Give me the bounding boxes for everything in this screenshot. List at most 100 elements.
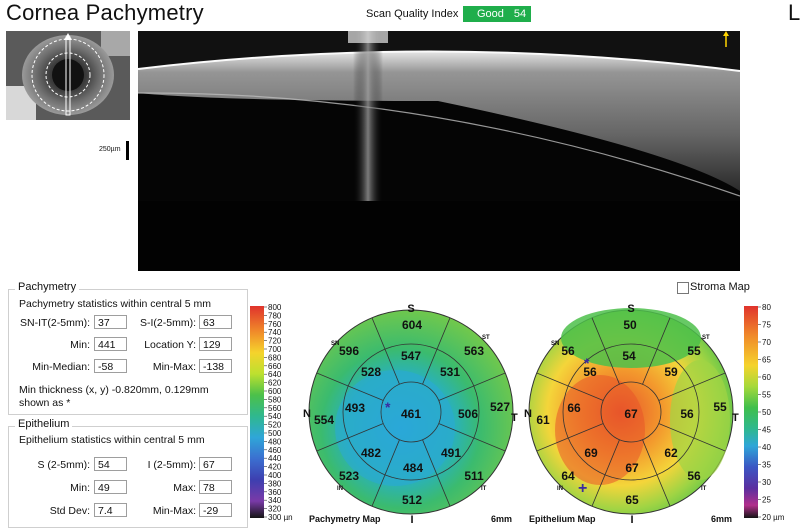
pachy-dir-i: I xyxy=(410,514,413,526)
epi-outer-i: 65 xyxy=(625,493,639,507)
epi-scale-tick-label: 20 µm xyxy=(762,513,785,522)
location-y-field: 129 xyxy=(199,337,232,351)
epi-scale-tick-label: 55 xyxy=(762,391,771,400)
pachy-scale-tick-label: 600 xyxy=(268,387,282,396)
epi-scale-tick-label: 65 xyxy=(762,356,771,365)
pachy-oct-sn: SN xyxy=(331,341,339,347)
epithelium-color-scale xyxy=(744,306,758,518)
epi-min-field: 49 xyxy=(94,480,127,494)
epi-scale-tick-label: 70 xyxy=(762,338,771,347)
epi-i-label: I (2-5mm): xyxy=(147,459,196,471)
epi-center-value: 67 xyxy=(624,407,638,421)
epi-dir-s: S xyxy=(627,303,634,315)
min-thickness-note-2: shown as * xyxy=(19,397,71,409)
pachy-scale-tick-label: 540 xyxy=(268,412,282,421)
epi-min-marker: * xyxy=(584,355,590,371)
epi-outer-t: 55 xyxy=(713,400,727,414)
epi-min-label: Min: xyxy=(70,482,90,494)
epi-inner-n: 66 xyxy=(567,401,581,415)
min-median-label: Min-Median: xyxy=(32,361,90,373)
epi-scale-tick-label: 80 xyxy=(762,303,771,312)
min-thickness-marker: * xyxy=(385,399,391,415)
pachy-scale-tick-label: 700 xyxy=(268,345,282,354)
pachy-scale-tick-label: 680 xyxy=(268,353,282,362)
epi-dir-t: T xyxy=(732,412,739,424)
pachy-map-title: Pachymetry Map xyxy=(309,514,381,524)
min-thickness-note: Min thickness (x, y) -0.820mm, 0.129mm xyxy=(19,384,209,396)
pachy-outer-it: 511 xyxy=(464,469,484,483)
epi-outer-in: 64 xyxy=(561,469,575,483)
scan-quality-status: Good xyxy=(477,8,504,20)
pachy-scale-tick-label: 440 xyxy=(268,454,282,463)
scale-bar-label: 250µm xyxy=(99,146,121,153)
pachy-outer-t: 527 xyxy=(490,400,510,414)
epi-inner-s: 54 xyxy=(622,349,636,363)
epi-std-label: Std Dev: xyxy=(49,505,90,517)
sn-it-label: SN-IT(2-5mm): xyxy=(20,317,90,329)
min-label: Min: xyxy=(70,339,90,351)
epi-oct-sn: SN xyxy=(551,341,559,347)
pachy-scale-tick-label: 360 xyxy=(268,488,282,497)
epi-scale-tick-label: 50 xyxy=(762,408,771,417)
epi-inner-t: 56 xyxy=(680,407,694,421)
pachy-scale-tick-label: 720 xyxy=(268,337,282,346)
s-i-field: 63 xyxy=(199,315,232,329)
oct-b-scan-image xyxy=(138,31,740,271)
pachy-inner-it: 491 xyxy=(441,446,461,460)
pachy-scale-tick-label: 660 xyxy=(268,362,282,371)
min-field: 441 xyxy=(94,337,127,351)
epithelium-legend: Epithelium xyxy=(15,418,73,430)
sn-it-field: 37 xyxy=(94,315,127,329)
pachy-scale-tick-label: 500 xyxy=(268,429,282,438)
pachy-outer-s: 604 xyxy=(402,318,422,332)
epi-outer-s: 50 xyxy=(623,318,637,332)
pachy-map-size: 6mm xyxy=(491,514,512,524)
stroma-map-label[interactable]: Stroma Map xyxy=(690,281,750,293)
pachy-outer-st: 563 xyxy=(464,344,484,358)
epi-inner-st: 59 xyxy=(664,365,678,379)
stroma-map-checkbox[interactable] xyxy=(677,282,689,294)
epi-std-field: 7.4 xyxy=(94,503,127,517)
pachymetry-map[interactable]: * xyxy=(308,309,514,515)
pachy-inner-i: 484 xyxy=(403,461,423,475)
pachy-inner-sn: 528 xyxy=(361,365,381,379)
pachy-outer-in: 523 xyxy=(339,469,359,483)
epi-i-field: 67 xyxy=(199,457,232,471)
pachy-inner-t: 506 xyxy=(458,407,478,421)
pachy-inner-n: 493 xyxy=(345,401,365,415)
epi-scale-tick-label: 45 xyxy=(762,426,771,435)
pachy-scale-tick-label: 420 xyxy=(268,463,282,472)
pachymetry-legend: Pachymetry xyxy=(15,281,80,293)
epi-outer-st: 55 xyxy=(687,344,701,358)
epi-dir-n: N xyxy=(524,408,532,420)
epithelium-subtitle: Epithelium statistics within central 5 m… xyxy=(19,434,205,446)
cornea-cross-section xyxy=(138,31,740,271)
pachy-scale-tick-label: 780 xyxy=(268,311,282,320)
pachy-scale-tick-label: 520 xyxy=(268,421,282,430)
pachy-inner-in: 482 xyxy=(361,446,381,460)
epi-oct-it: IT xyxy=(701,486,707,492)
pachy-scale-tick-label: 800 xyxy=(268,303,282,312)
min-max-field: -138 xyxy=(199,359,232,373)
epi-inner-it: 62 xyxy=(664,446,678,460)
epi-s-field: 54 xyxy=(94,457,127,471)
epi-oct-st: ST xyxy=(702,335,710,341)
epi-outer-it: 56 xyxy=(687,469,701,483)
pachy-outer-n: 554 xyxy=(314,413,334,427)
pachy-outer-i: 512 xyxy=(402,493,422,507)
pachy-scale-tick-label: 740 xyxy=(268,328,282,337)
pachy-dir-n: N xyxy=(303,408,311,420)
epi-map-title: Epithelium Map xyxy=(529,514,596,524)
iris-scan-thumbnail[interactable] xyxy=(6,31,130,120)
epithelium-scale-ticks: 80 75 70 65 60 55 50 45 40 35 30 25 20 µm xyxy=(758,303,785,522)
pachymetry-subtitle: Pachymetry statistics within central 5 m… xyxy=(19,298,211,310)
epi-scale-tick-label: 75 xyxy=(762,321,771,330)
pachy-inner-s: 547 xyxy=(401,349,421,363)
pachy-scale-tick-label: 560 xyxy=(268,404,282,413)
pachy-inner-st: 531 xyxy=(440,365,460,379)
scale-bar xyxy=(126,141,129,160)
scan-quality-badge: Good 54 xyxy=(463,6,531,22)
epithelium-map[interactable]: * + xyxy=(528,308,734,515)
pachy-scale-tick-label: 580 xyxy=(268,395,282,404)
min-median-field: -58 xyxy=(94,359,127,373)
